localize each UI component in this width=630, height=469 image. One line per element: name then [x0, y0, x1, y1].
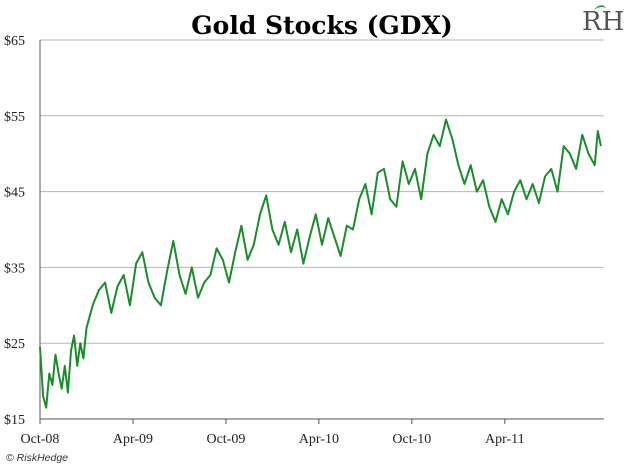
- x-axis-ticks: Oct-08 Apr-09 Oct-09 Apr-10 Oct-10 Apr-11: [21, 419, 525, 447]
- y-tick-label: $65: [4, 34, 25, 49]
- x-tick-label: Apr-10: [299, 432, 339, 447]
- series-lines: [39, 118, 602, 409]
- y-axis-ticks: $65 $55 $45 $35 $25 $15: [4, 34, 25, 428]
- y-tick-label: $25: [4, 337, 25, 352]
- footer-credit: © RiskHedge: [6, 452, 69, 464]
- x-tick-label: Oct-10: [392, 432, 431, 447]
- riskhedge-logo: RH: [582, 5, 624, 37]
- leaf-icon: [594, 5, 606, 10]
- x-tick-label: Oct-08: [21, 432, 60, 447]
- x-tick-label: Oct-09: [206, 432, 245, 447]
- y-tick-label: $45: [4, 186, 25, 201]
- y-tick-label: $15: [4, 413, 25, 428]
- x-tick-label: Apr-11: [485, 432, 525, 447]
- y-tick-label: $35: [4, 261, 25, 276]
- chart-title: Gold Stocks (GDX): [191, 11, 452, 40]
- y-tick-label: $55: [4, 110, 25, 125]
- grid-lines: [40, 39, 604, 420]
- axes: [39, 40, 604, 420]
- logo-mark: RH: [582, 7, 624, 37]
- x-tick-label: Apr-09: [113, 432, 153, 447]
- series-line: [39, 118, 602, 409]
